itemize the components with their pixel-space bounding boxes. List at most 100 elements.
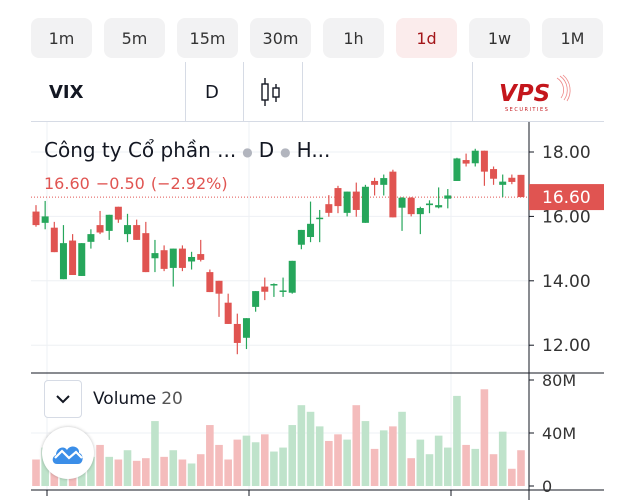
candle-body (462, 160, 470, 164)
volume-bar (169, 450, 178, 486)
volume-bar (242, 435, 251, 486)
volume-bar (96, 444, 104, 486)
candle-body (59, 243, 67, 280)
candlestick-icon (261, 78, 280, 106)
candle-body (398, 197, 406, 208)
vps-logo: VPS SECURITIES (497, 74, 577, 114)
price-change: 16.60 −0.50 (−2.92%) (44, 174, 234, 193)
volume-bar (343, 439, 351, 486)
price-tick-label: 18.00 (542, 143, 591, 163)
last-price-label: 16.60 (542, 188, 591, 208)
candle-body (169, 248, 177, 268)
volume-bar (334, 434, 342, 486)
volume-bar (471, 448, 480, 486)
volume-bar (206, 425, 214, 486)
candle-body (389, 171, 397, 218)
volume-bar (160, 456, 168, 486)
volume-bar (123, 450, 132, 486)
series-legend: Công ty Cổ phần ... ● D ● H... (44, 138, 330, 162)
price-tick-label: 16.00 (542, 207, 591, 227)
change-percent: (−2.92%) (150, 174, 228, 193)
volume-bar (132, 460, 141, 486)
candle-body (371, 180, 379, 185)
candle-body (151, 253, 159, 259)
candle-body (343, 191, 351, 213)
last-price-badge (529, 184, 604, 211)
candle-body (114, 206, 122, 220)
candle-body (32, 211, 40, 226)
volume-bar (87, 456, 95, 486)
volume-bar (114, 459, 123, 486)
chart-type-button[interactable] (257, 76, 287, 108)
candle-body (142, 233, 150, 273)
timeframe-1d[interactable]: 1d (396, 18, 457, 58)
candle-body (206, 272, 214, 293)
volume-bar (370, 448, 379, 486)
candle-body (252, 291, 260, 307)
candle-body (270, 284, 278, 286)
volume-bar (361, 421, 370, 486)
volume-bar (251, 442, 260, 486)
timeframe-30m[interactable]: 30m (250, 18, 311, 58)
timeframe-1h[interactable]: 1h (323, 18, 384, 58)
last-price: 16.60 (44, 174, 90, 193)
collapse-volume-button[interactable] (44, 380, 82, 418)
candle-body (480, 150, 488, 172)
timeframe-5m[interactable]: 5m (104, 18, 165, 58)
volume-legend: Volume 20 (93, 389, 183, 409)
volume-bar (489, 454, 498, 486)
volume-bar (233, 439, 242, 486)
volume-bar (288, 425, 297, 486)
candle-body (133, 225, 141, 240)
volume-bar (151, 421, 159, 486)
resolution-button[interactable]: D (205, 82, 219, 103)
candle-body (325, 204, 333, 213)
volume-bar (196, 454, 205, 486)
candle-body (508, 177, 516, 182)
volume-length: 20 (161, 389, 183, 409)
candle-body (407, 197, 415, 215)
volume-tick-label: 40M (542, 424, 576, 443)
candle-body (425, 203, 433, 206)
candle-body (261, 286, 269, 292)
separator-dot: ● (280, 144, 291, 159)
chart-header: VIX D VPS SECURITIES (31, 62, 604, 122)
candle-body (288, 260, 296, 293)
timeframe-15m[interactable]: 15m (177, 18, 238, 58)
cloud-chart-icon (52, 446, 83, 464)
divider (243, 62, 244, 121)
separator-dot: ● (242, 144, 253, 159)
divider (302, 62, 303, 121)
timeframe-1M[interactable]: 1M (542, 18, 603, 58)
timeframe-1m[interactable]: 1m (31, 18, 92, 58)
symbol-button[interactable]: VIX (49, 82, 84, 103)
volume-bar (480, 389, 489, 486)
volume-bar (187, 463, 196, 486)
candle-body (352, 191, 360, 210)
candle-body (197, 254, 205, 260)
volume-bar (270, 451, 278, 486)
volume-bar (315, 426, 324, 486)
volume-label: Volume (93, 389, 157, 409)
candle-body (453, 158, 461, 181)
candle-body (334, 188, 342, 207)
candle-body (96, 225, 104, 233)
indicator-fab-button[interactable] (42, 427, 94, 479)
volume-bar (434, 435, 443, 486)
volume-bar (224, 459, 232, 486)
candle-body (279, 290, 287, 292)
candle-body (178, 248, 186, 268)
volume-tick-label: 0 (542, 477, 552, 496)
timeframe-1w[interactable]: 1w (469, 18, 530, 58)
candle-body (124, 225, 132, 235)
candle-body (105, 214, 113, 231)
volume-bar (462, 444, 470, 486)
volume-bar (407, 458, 415, 486)
volume-bar (297, 405, 306, 486)
divider (472, 62, 473, 121)
volume-bar (443, 447, 452, 486)
candle-body (41, 216, 49, 223)
volume-bar (508, 468, 516, 486)
candle-body (160, 250, 168, 269)
